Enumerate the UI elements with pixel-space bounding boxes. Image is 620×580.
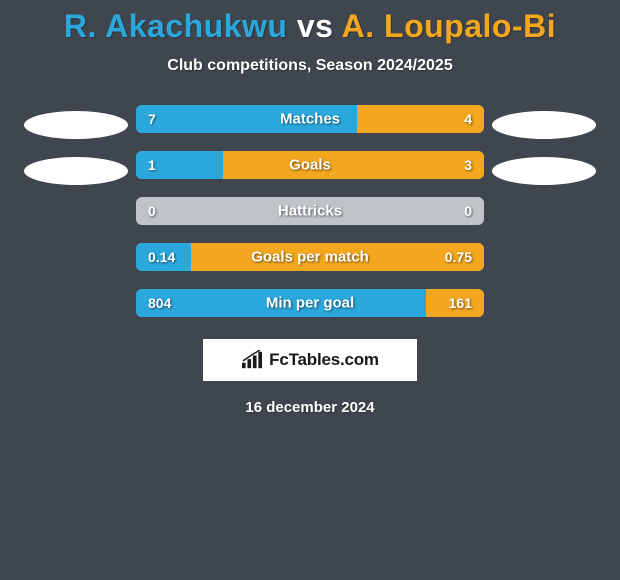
brand-box: FcTables.com xyxy=(203,339,417,381)
player1-name: R. Akachukwu xyxy=(64,8,288,44)
subtitle: Club competitions, Season 2024/2025 xyxy=(0,57,620,75)
stat-value-right: 0 xyxy=(464,203,472,219)
stat-value-left: 0 xyxy=(148,203,156,219)
player2-name: A. Loupalo-Bi xyxy=(342,8,556,44)
stat-value-left: 7 xyxy=(148,111,156,127)
stat-value-left: 804 xyxy=(148,295,171,311)
stat-bars: Matches 7 4 Goals 1 3 Hattricks 0 0 Goals per mat… xyxy=(136,105,484,317)
stat-fill-right xyxy=(223,151,484,179)
stat-label: Goals xyxy=(289,157,331,174)
stat-value-left: 0.14 xyxy=(148,249,175,265)
date-text: 16 december 2024 xyxy=(0,399,620,416)
stat-label: Goals per match xyxy=(251,249,369,266)
stat-value-right: 4 xyxy=(464,111,472,127)
stat-bar: Goals per match 0.14 0.75 xyxy=(136,243,484,271)
vs-text: vs xyxy=(297,8,334,44)
stat-bar: Goals 1 3 xyxy=(136,151,484,179)
brand-text: FcTables.com xyxy=(269,350,379,370)
comparison-card: R. Akachukwu vs A. Loupalo-Bi Club compe… xyxy=(0,0,620,580)
stat-label: Hattricks xyxy=(278,203,342,220)
stat-label: Min per goal xyxy=(266,295,354,312)
stat-label: Matches xyxy=(280,111,340,128)
player1-crest-1 xyxy=(24,111,128,139)
brand-chart-icon xyxy=(241,350,263,370)
stat-value-right: 0.75 xyxy=(445,249,472,265)
player1-crest-2 xyxy=(24,157,128,185)
title-row: R. Akachukwu vs A. Loupalo-Bi xyxy=(0,0,620,45)
stat-bar: Matches 7 4 xyxy=(136,105,484,133)
stat-value-right: 3 xyxy=(464,157,472,173)
player2-crest-1 xyxy=(492,111,596,139)
stat-value-right: 161 xyxy=(449,295,472,311)
stats-arena: Matches 7 4 Goals 1 3 Hattricks 0 0 Goals per mat… xyxy=(0,105,620,317)
stat-bar: Min per goal 804 161 xyxy=(136,289,484,317)
player1-crest-col xyxy=(16,105,136,185)
player2-crest-2 xyxy=(492,157,596,185)
player2-crest-col xyxy=(484,105,604,185)
stat-value-left: 1 xyxy=(148,157,156,173)
stat-bar: Hattricks 0 0 xyxy=(136,197,484,225)
